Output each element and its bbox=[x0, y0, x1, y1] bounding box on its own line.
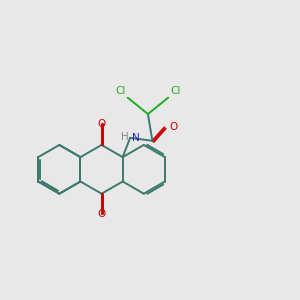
Text: O: O bbox=[98, 119, 106, 129]
Text: O: O bbox=[98, 209, 106, 219]
Text: Cl: Cl bbox=[170, 86, 181, 96]
Text: Cl: Cl bbox=[115, 86, 125, 96]
Text: H: H bbox=[121, 132, 129, 142]
Text: N: N bbox=[133, 133, 140, 143]
Text: O: O bbox=[169, 122, 178, 132]
